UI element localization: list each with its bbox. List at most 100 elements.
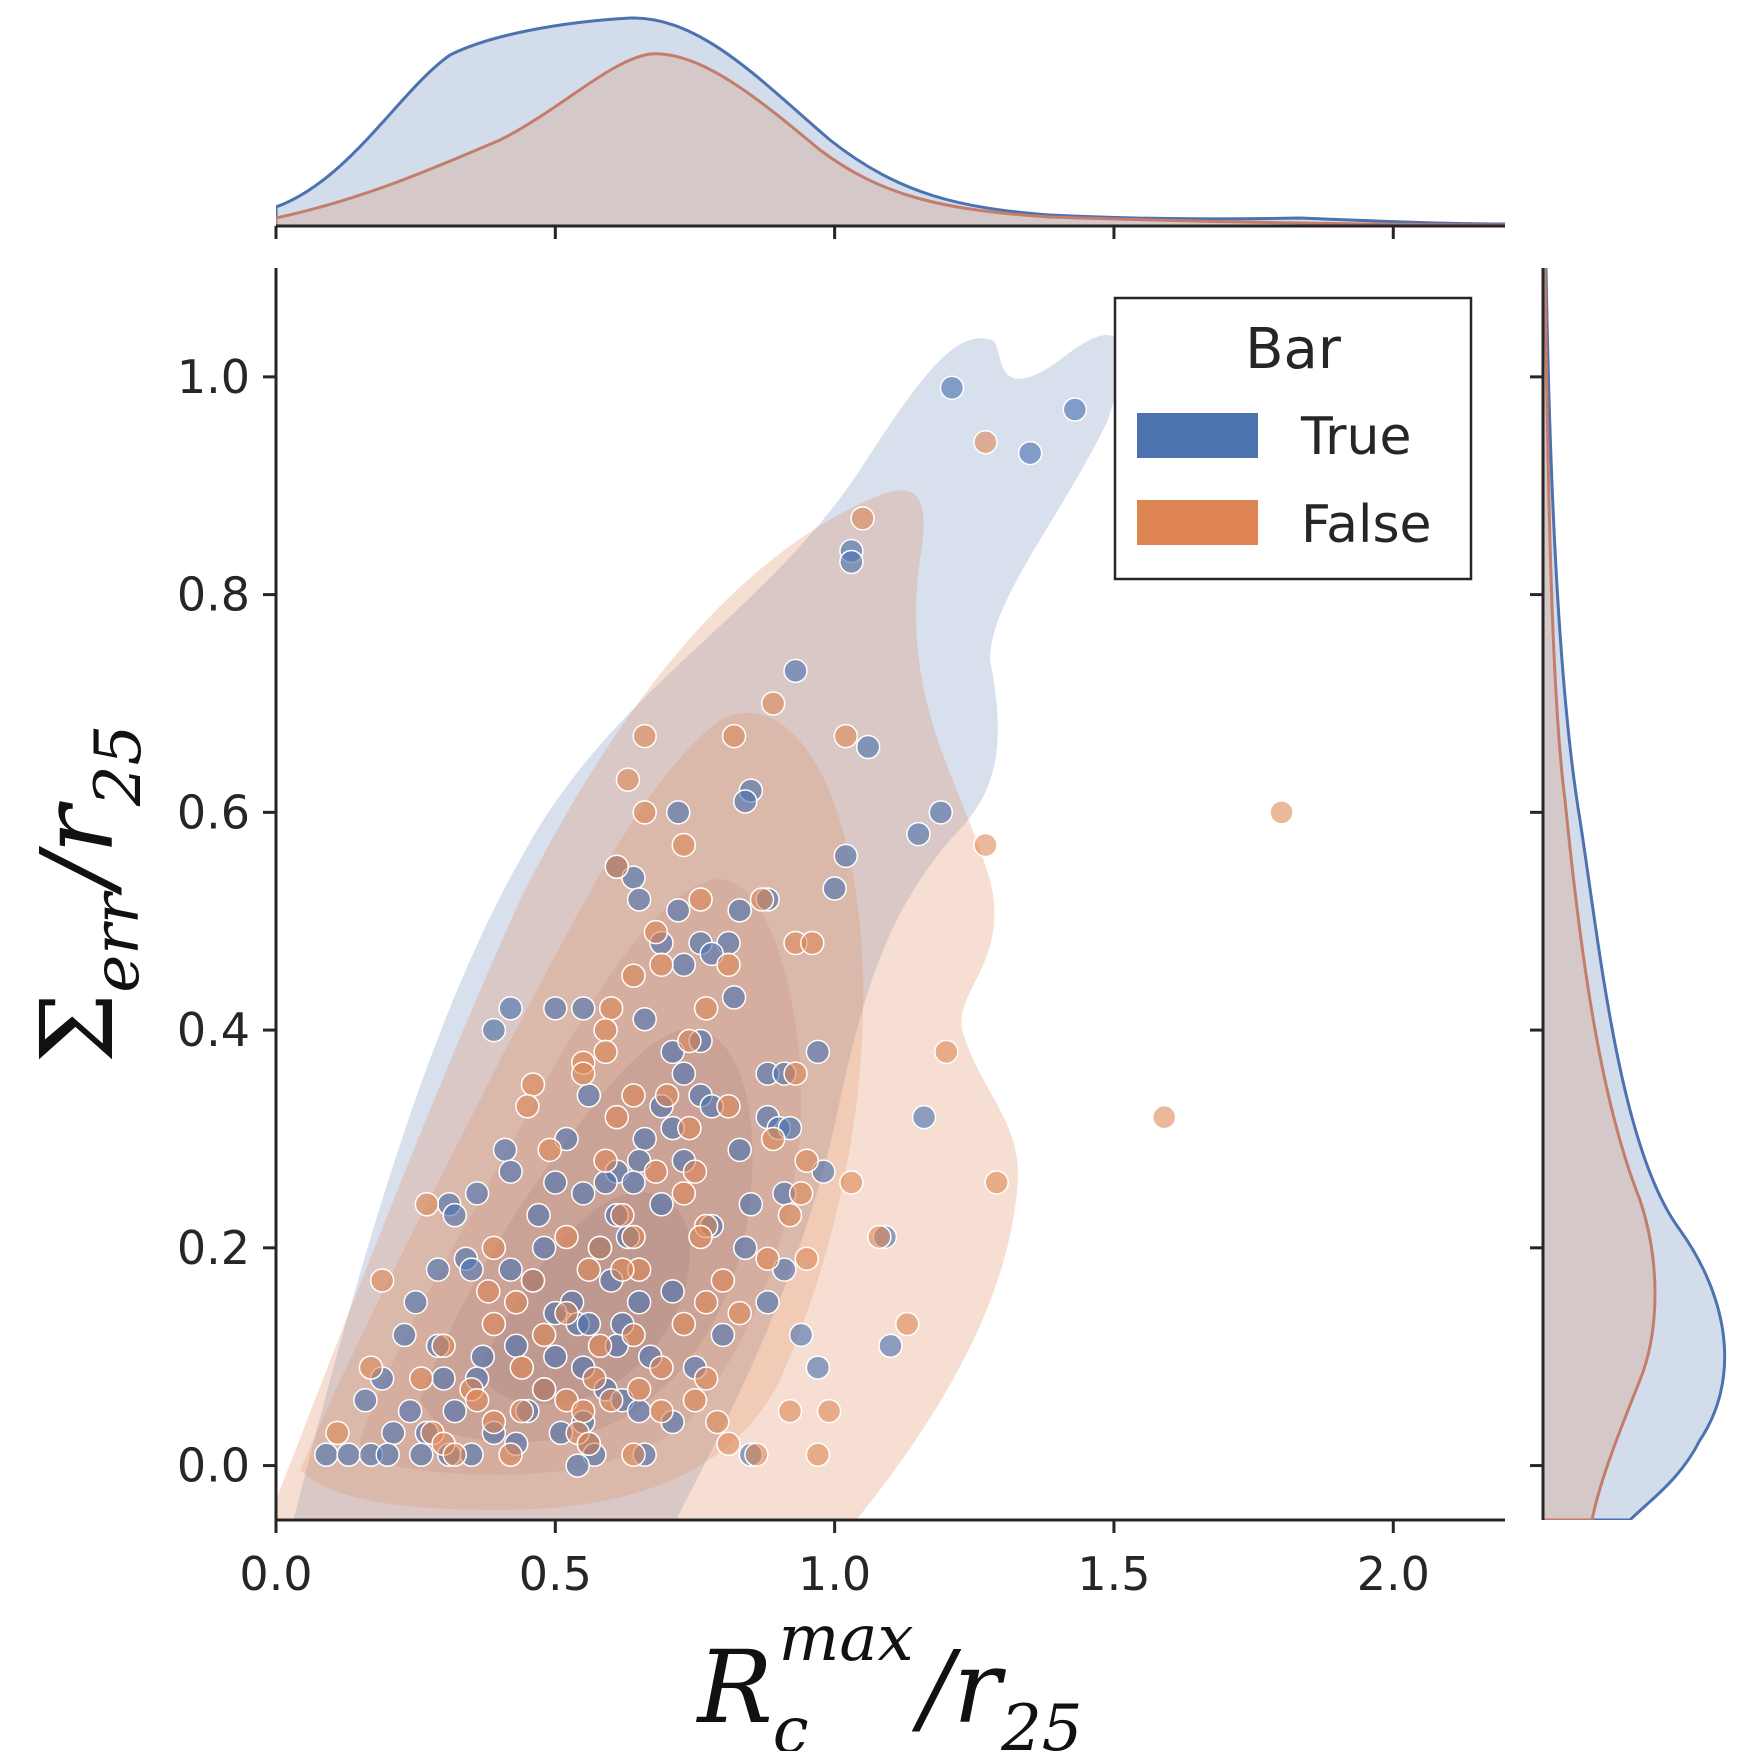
- point-true-73: [733, 1235, 758, 1261]
- point-true-6: [855, 734, 881, 760]
- point-false-33: [515, 1094, 540, 1119]
- x-tick-label-3: 1.5: [1077, 1547, 1150, 1601]
- legend-swatch-true: [1137, 413, 1258, 458]
- point-true-1: [1062, 397, 1088, 422]
- point-false-43: [682, 1159, 708, 1184]
- point-false-58: [755, 1246, 780, 1271]
- point-true-123: [375, 1442, 400, 1467]
- point-true-27: [543, 996, 568, 1021]
- point-false-28: [520, 1072, 546, 1097]
- point-false-2: [760, 691, 786, 716]
- top-marginal-true: [276, 16, 1505, 226]
- point-true-0: [939, 375, 965, 401]
- point-true-26: [498, 996, 523, 1021]
- point-false-44: [671, 1181, 697, 1206]
- point-false-69: [727, 1300, 752, 1326]
- point-false-6: [615, 767, 641, 792]
- point-true-51: [727, 1137, 752, 1163]
- point-false-39: [794, 1148, 819, 1173]
- point-false-4: [721, 723, 747, 749]
- point-true-84: [755, 1290, 780, 1315]
- point-true-28: [571, 996, 596, 1021]
- point-true-48: [492, 1137, 518, 1163]
- point-true-5: [783, 658, 808, 684]
- point-false-82: [693, 1366, 719, 1391]
- point-false-5: [833, 723, 859, 749]
- point-true-77: [425, 1257, 451, 1282]
- point-true-113: [626, 1398, 652, 1424]
- point-false-95: [481, 1409, 507, 1435]
- point-false-35: [604, 1104, 630, 1130]
- y-tick-label-3: 0.6: [177, 785, 250, 839]
- point-false-106: [805, 1442, 831, 1467]
- x-tick-label-1: 0.5: [519, 1547, 592, 1601]
- point-true-96: [470, 1344, 495, 1369]
- point-false-12: [688, 887, 713, 912]
- point-true-83: [626, 1290, 652, 1315]
- point-false-57: [794, 1246, 819, 1271]
- y-axis-title: Σerr/r25: [19, 725, 156, 1064]
- point-false-67: [503, 1290, 529, 1315]
- point-false-22: [593, 1017, 618, 1043]
- point-false-101: [576, 1431, 602, 1457]
- point-true-55: [543, 1170, 568, 1195]
- point-false-96: [705, 1409, 730, 1435]
- point-false-76: [587, 1333, 613, 1359]
- point-false-85: [626, 1377, 652, 1402]
- point-false-37: [760, 1126, 786, 1152]
- point-false-19: [621, 963, 646, 988]
- point-false-1: [850, 506, 875, 531]
- point-false-3: [632, 723, 657, 749]
- point-false-72: [531, 1322, 557, 1348]
- point-false-30: [621, 1083, 646, 1108]
- point-true-110: [442, 1398, 468, 1424]
- point-false-102: [716, 1431, 741, 1457]
- point-false-87: [464, 1387, 490, 1413]
- point-false-59: [369, 1268, 395, 1293]
- legend-swatch-false: [1137, 500, 1258, 545]
- point-true-33: [805, 1039, 831, 1065]
- point-false-107: [442, 1442, 468, 1467]
- point-false-62: [610, 1257, 635, 1282]
- point-false-65: [476, 1279, 501, 1304]
- point-false-45: [984, 1170, 1009, 1195]
- y-tick-label-0: 0.0: [177, 1439, 250, 1493]
- point-false-20: [693, 996, 719, 1021]
- x-axis-title: Rcmax/r25: [695, 1602, 1082, 1751]
- point-false-29: [783, 1061, 808, 1086]
- point-true-60: [571, 1181, 596, 1206]
- point-false-104: [498, 1442, 523, 1467]
- point-true-15: [822, 876, 847, 901]
- x-tick-label-2: 1.0: [798, 1547, 871, 1601]
- x-tick-label-4: 2.0: [1357, 1547, 1430, 1601]
- scatter-points: [314, 375, 1294, 1478]
- point-false-18: [716, 952, 741, 978]
- point-true-89: [392, 1322, 417, 1348]
- point-true-37: [576, 1083, 602, 1108]
- point-false-36: [677, 1115, 702, 1141]
- point-true-91: [503, 1333, 529, 1359]
- point-false-93: [649, 1398, 674, 1424]
- point-false-79: [649, 1355, 674, 1380]
- point-false-55: [481, 1235, 507, 1261]
- x-tick-label-0: 0.0: [239, 1547, 312, 1601]
- point-true-94: [788, 1322, 814, 1348]
- right-marginal-true: [1543, 268, 1727, 1520]
- y-tick-label-2: 0.4: [177, 1003, 250, 1057]
- point-false-78: [509, 1355, 535, 1380]
- point-false-40: [593, 1148, 618, 1173]
- point-false-25: [593, 1039, 618, 1065]
- point-false-105: [744, 1442, 769, 1467]
- point-false-14: [643, 919, 669, 945]
- point-false-24: [934, 1039, 959, 1065]
- point-true-29: [632, 1006, 657, 1032]
- point-false-46: [788, 1181, 814, 1206]
- point-true-4: [839, 549, 864, 575]
- true-density-outer: [293, 335, 1122, 1520]
- point-false-84: [531, 1377, 557, 1402]
- legend: Bar True False: [1113, 296, 1473, 581]
- point-false-61: [576, 1257, 602, 1282]
- point-false-51: [554, 1224, 579, 1250]
- y-tick-label-4: 0.8: [177, 568, 250, 622]
